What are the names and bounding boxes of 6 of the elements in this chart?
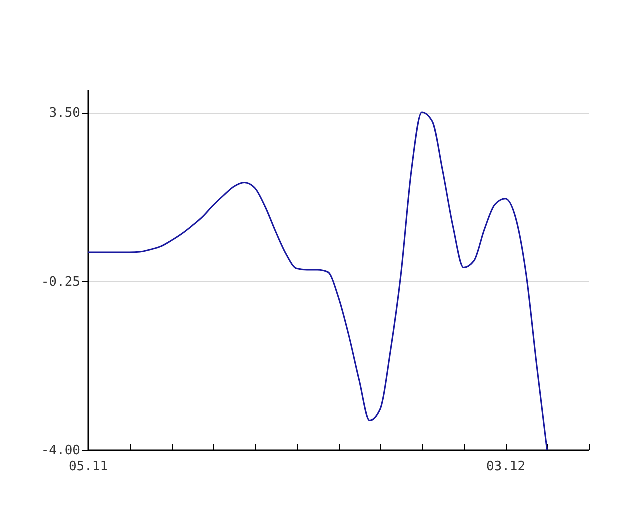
line-series	[87, 112, 548, 451]
y-tick-label: 3.50	[49, 106, 80, 121]
y-tick-label: -4.00	[41, 444, 80, 458]
x-tick-label: 05.11	[68, 460, 108, 474]
y-tick-label: -0.25	[41, 274, 80, 290]
x-tick-label: 03.12	[486, 460, 526, 474]
